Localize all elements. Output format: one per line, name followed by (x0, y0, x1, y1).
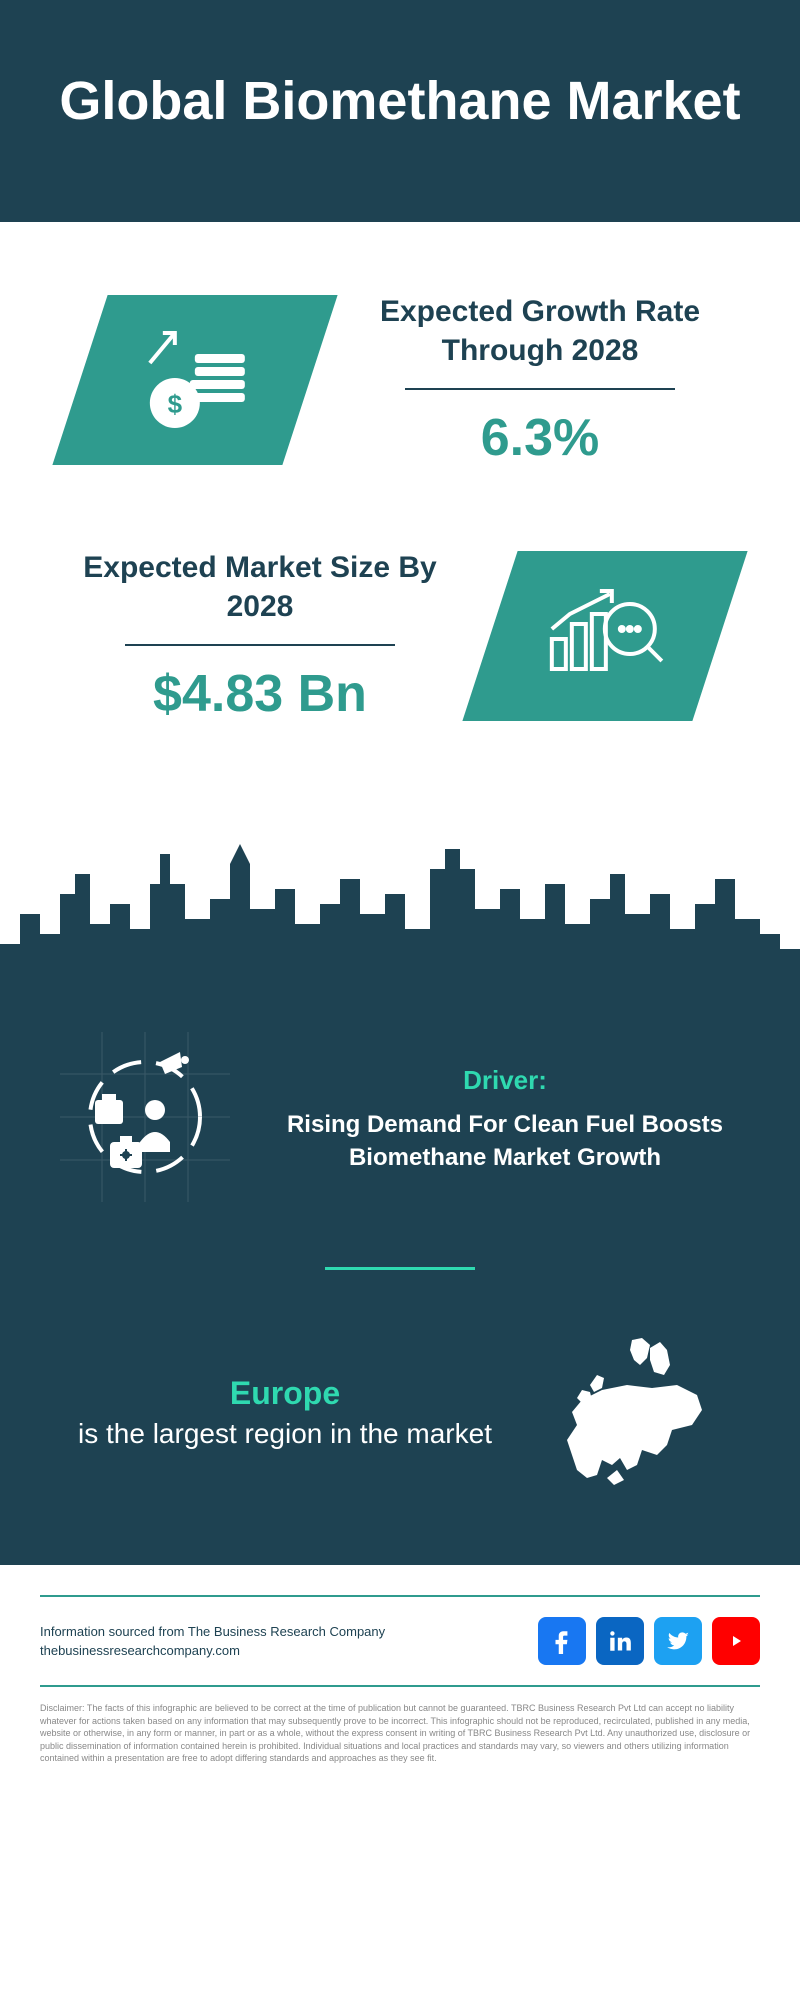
page-title: Global Biomethane Market (40, 70, 760, 132)
driver-label: Driver: (270, 1065, 740, 1096)
svg-text:$: $ (168, 389, 183, 419)
dark-section: Driver: Rising Demand For Clean Fuel Boo… (0, 982, 800, 1565)
skyline-silhouette (0, 834, 800, 984)
facebook-icon[interactable] (538, 1617, 586, 1665)
linkedin-icon[interactable] (596, 1617, 644, 1665)
disclaimer-text: Disclaimer: The facts of this infographi… (40, 1702, 760, 1765)
stat1-label: Expected Growth Rate Through 2028 (360, 292, 720, 388)
stat2-icon-box (462, 551, 747, 721)
chart-search-icon (540, 579, 670, 689)
region-text: Europe is the largest region in the mark… (78, 1372, 492, 1453)
stat1-value: 6.3% (360, 408, 720, 468)
source-info: Information sourced from The Business Re… (40, 1622, 385, 1661)
stat-growth-rate: $ Expected Growth Rate Through 2028 6.3% (60, 292, 740, 468)
stat2-value: $4.83 Bn (80, 664, 440, 724)
region-row: Europe is the largest region in the mark… (60, 1330, 740, 1495)
youtube-icon[interactable] (712, 1617, 760, 1665)
money-growth-icon: $ (135, 323, 255, 433)
accent-divider (325, 1267, 475, 1270)
region-name: Europe (230, 1375, 340, 1411)
stat1-icon-box: $ (52, 295, 337, 465)
footer: Information sourced from The Business Re… (0, 1565, 800, 1795)
divider (125, 644, 395, 646)
region-description: is the largest region in the market (78, 1418, 492, 1449)
driver-description: Rising Demand For Clean Fuel Boosts Biom… (270, 1108, 740, 1175)
stats-section: $ Expected Growth Rate Through 2028 6.3%… (0, 222, 800, 834)
driver-row: Driver: Rising Demand For Clean Fuel Boo… (60, 1032, 740, 1207)
stat2-label: Expected Market Size By 2028 (80, 548, 440, 644)
social-links (538, 1617, 760, 1665)
divider (405, 388, 675, 390)
header-banner: Global Biomethane Market (0, 0, 800, 222)
europe-map-icon (542, 1330, 722, 1490)
stat-market-size: Expected Market Size By 2028 $4.83 Bn (60, 548, 740, 724)
twitter-icon[interactable] (654, 1617, 702, 1665)
megaphone-people-icon (60, 1032, 230, 1202)
